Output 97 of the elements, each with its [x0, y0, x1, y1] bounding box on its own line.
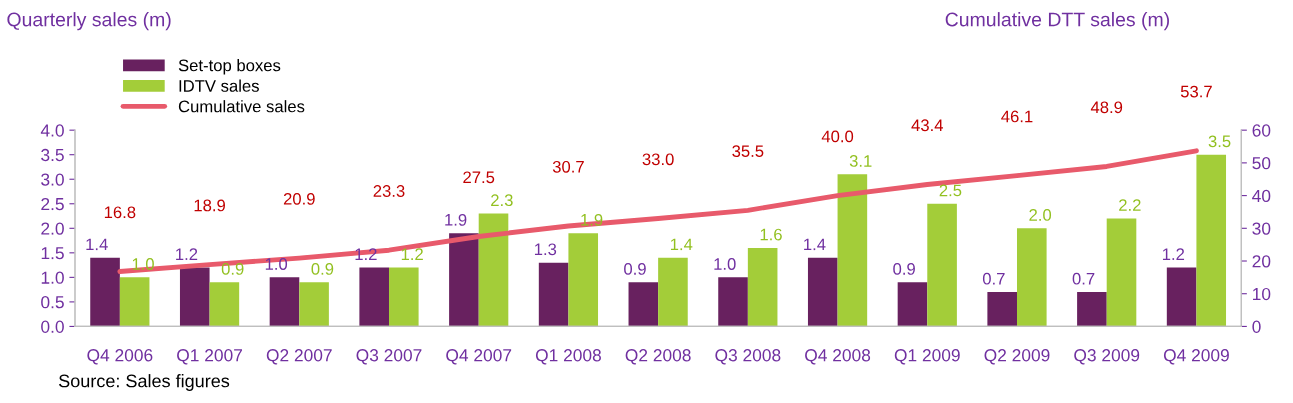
- y2-tick-label: 10: [1253, 287, 1271, 301]
- data-label: 40.0: [821, 130, 854, 143]
- data-label: 48.9: [1090, 101, 1123, 114]
- data-label: 1.2: [176, 248, 198, 260]
- data-label: 1.3: [534, 243, 557, 256]
- x-tick-label: Q3 2009: [1074, 349, 1140, 365]
- bar: [119, 277, 150, 327]
- y-tick-label: 2.5: [41, 197, 64, 211]
- bar: [538, 262, 569, 327]
- x-tick-label: Q2 2008: [625, 349, 691, 365]
- y-tick-label: 1.0: [41, 271, 64, 284]
- data-label: 3.5: [1208, 135, 1231, 148]
- bar: [658, 257, 688, 327]
- data-label: 23.3: [373, 185, 405, 197]
- data-label: 20.9: [283, 192, 315, 205]
- x-tick-label: Q3 2008: [715, 349, 781, 365]
- data-label: 0.9: [893, 263, 915, 275]
- bar: [807, 257, 838, 327]
- data-label: 2.0: [1029, 209, 1052, 221]
- y-tick-label: 3.0: [41, 173, 64, 186]
- x-tick-label: Q4 2007: [446, 349, 512, 365]
- y-tick-label: 4.0: [40, 124, 64, 137]
- bar: [897, 282, 928, 327]
- data-label: 2.5: [939, 184, 962, 197]
- y-tick-label: 0.5: [41, 296, 64, 309]
- bar: [209, 282, 240, 327]
- data-label: 0.9: [221, 263, 244, 275]
- data-label: 1.4: [804, 238, 826, 251]
- y-tick-label: 3.5: [41, 148, 64, 162]
- data-label: 46.1: [1001, 110, 1033, 123]
- data-label: 27.5: [463, 171, 495, 184]
- bar: [1077, 292, 1107, 327]
- x-tick-label: Q1 2007: [177, 349, 242, 365]
- legend-label: Cumulative sales: [178, 100, 305, 113]
- y2-tick-label: 60: [1252, 124, 1271, 137]
- x-tick-label: Q4 2006: [87, 349, 153, 365]
- data-label: 3.1: [849, 155, 872, 167]
- bar: [299, 282, 329, 327]
- legend-label: Set-top boxes: [178, 59, 281, 75]
- bar: [478, 213, 509, 327]
- data-label: 0.9: [624, 263, 646, 275]
- bar: [1196, 154, 1227, 327]
- y-tick-label: 0.0: [41, 320, 64, 333]
- bar: [1166, 267, 1197, 327]
- data-label: 1.2: [1162, 248, 1185, 260]
- data-label: 1.0: [132, 258, 154, 270]
- data-label: 1.4: [670, 238, 693, 251]
- data-label: 1.4: [86, 238, 108, 251]
- bar: [747, 247, 778, 327]
- bar: [90, 257, 120, 327]
- y2-tick-label: 20: [1252, 255, 1271, 268]
- data-label: 53.7: [1180, 85, 1212, 98]
- y2-tick-label: 50: [1252, 157, 1271, 170]
- data-label: 35.5: [732, 145, 764, 158]
- x-tick-label: Q4 2009: [1163, 349, 1229, 365]
- bar: [1106, 218, 1137, 327]
- bar: [628, 282, 659, 327]
- y-tick-label: 1.5: [41, 247, 64, 260]
- y2-axis-title: Cumulative DTT sales (m): [945, 12, 1169, 31]
- bar: [359, 267, 389, 327]
- data-label: 1.6: [760, 228, 782, 241]
- bar: [269, 277, 300, 327]
- data-label: 0.9: [311, 263, 334, 275]
- y2-tick-label: 30: [1252, 222, 1271, 235]
- bar: [179, 267, 210, 327]
- x-tick-label: Q4 2008: [805, 349, 871, 365]
- data-label: 2.3: [491, 194, 513, 207]
- y-axis-title: Quarterly sales (m): [7, 12, 171, 31]
- bar: [388, 267, 419, 327]
- data-label: 16.8: [104, 206, 136, 219]
- data-label: 1.0: [714, 258, 736, 270]
- x-tick-label: Q1 2008: [535, 349, 601, 365]
- bar: [449, 233, 479, 327]
- bar: [568, 233, 599, 327]
- x-tick-label: Q3 2007: [356, 349, 422, 365]
- data-label: 43.4: [911, 119, 944, 132]
- bar: [837, 174, 868, 327]
- bar: [718, 277, 748, 327]
- data-label: 0.7: [982, 272, 1005, 285]
- data-label: 18.9: [194, 199, 225, 212]
- x-tick-label: Q2 2007: [266, 349, 332, 365]
- bar: [987, 292, 1017, 327]
- data-label: 0.7: [1072, 272, 1095, 285]
- data-label: 2.2: [1119, 199, 1141, 211]
- x-tick-label: Q2 2009: [984, 349, 1050, 365]
- bar: [1016, 228, 1047, 327]
- source-note: Source: Sales figures: [59, 374, 230, 391]
- data-label: 30.7: [552, 160, 584, 173]
- y-tick-label: 2.0: [41, 222, 64, 235]
- x-tick-label: Q1 2009: [894, 349, 960, 365]
- data-label: 1.2: [401, 248, 423, 260]
- legend-label: IDTV sales: [179, 79, 259, 92]
- y2-tick-label: 0: [1252, 320, 1261, 333]
- y2-tick-label: 40: [1252, 189, 1271, 203]
- data-label: 1.9: [445, 213, 467, 226]
- data-label: 33.0: [642, 153, 674, 166]
- bar: [927, 203, 957, 327]
